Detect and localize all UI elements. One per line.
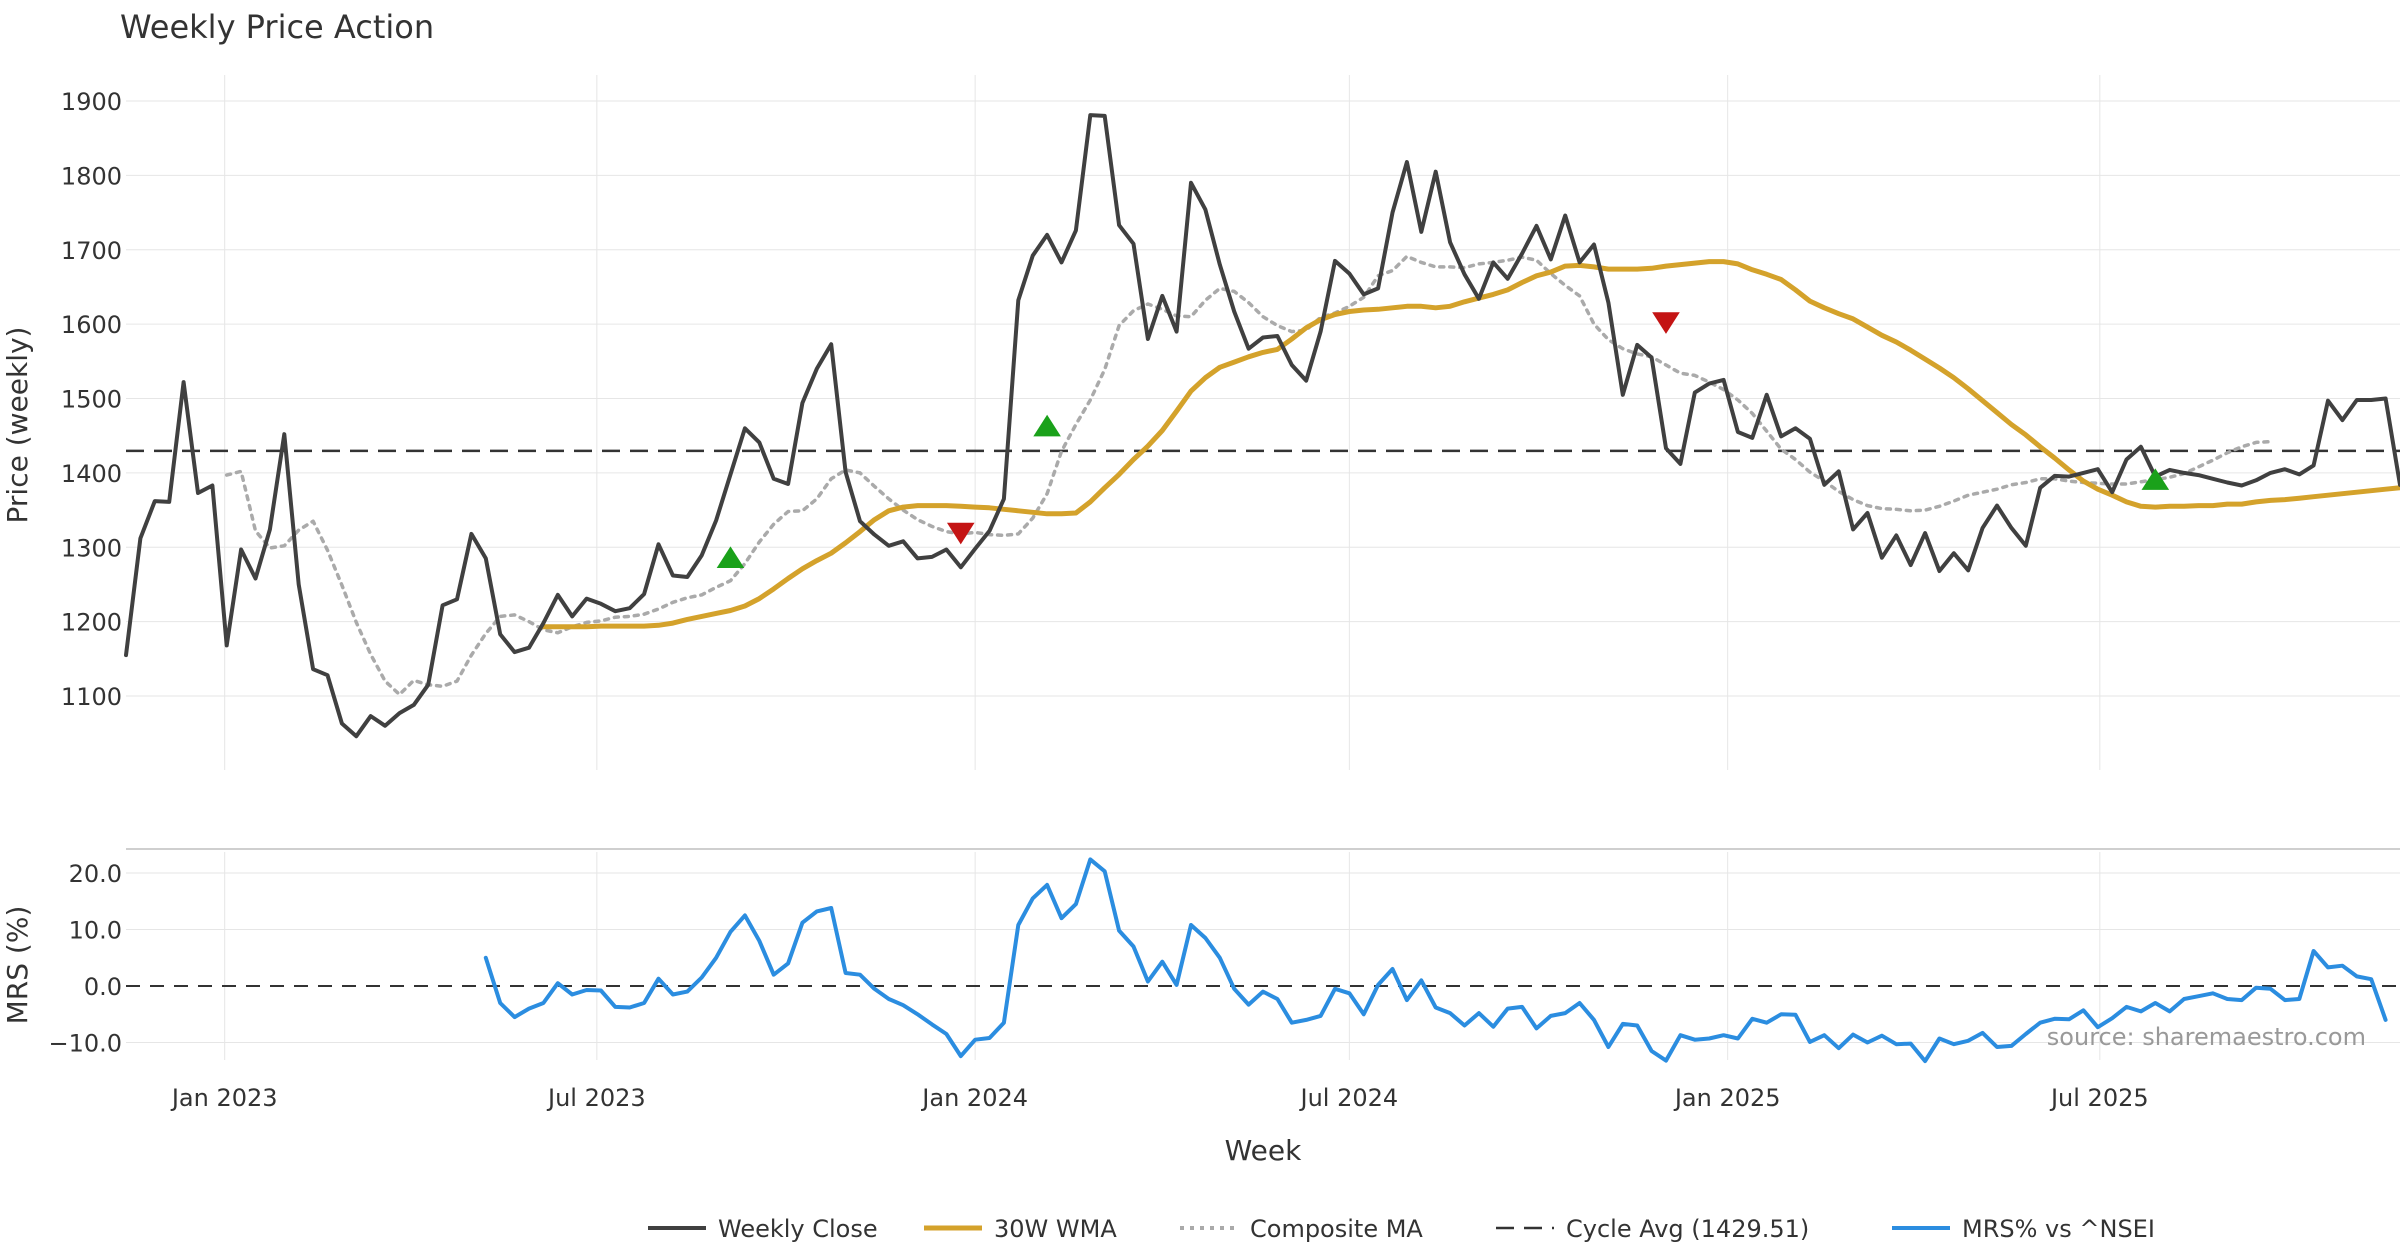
price-y-tick-label: 1100 [61,683,122,711]
price-y-tick-label: 1300 [61,534,122,562]
legend: Weekly Close 30W WMA Composite MA Cycle Avg… [648,1215,2155,1243]
price-y-tick-label: 1500 [61,386,122,414]
legend-label-composite: Composite MA [1250,1215,1423,1243]
x-tick-label: Jul 2023 [546,1084,646,1112]
buy-signal-marker [1033,414,1061,437]
x-ticks: Jan 2023 Jul 2023 Jan 2024 Jul 2024 Jan 2025… [170,1084,2149,1112]
mrs-y-ticks: 20.0 10.0 0.0 −10.0 [48,860,122,1058]
price-y-tick-label: 1800 [61,162,122,190]
buy-signal-marker [716,546,745,569]
mrs-line [483,857,2388,1064]
price-y-tick-label: 1400 [61,460,122,488]
price-gridlines [126,75,2400,770]
wma-30w-line [540,259,2400,630]
x-tick-label: Jul 2024 [1299,1084,1399,1112]
price-y-tick-label: 1600 [61,311,122,339]
x-tick-label: Jan 2023 [170,1084,278,1112]
buy-signal-marker [2141,468,2170,490]
legend-label-mrs: MRS% vs ^NSEI [1962,1215,2155,1243]
series-layer [124,113,2400,1064]
x-axis-label: Week [1225,1134,1302,1167]
price-y-ticks: 1100 1200 1300 1400 1500 1600 1700 1800 1900 [61,88,122,711]
legend-label-close: Weekly Close [718,1215,878,1243]
sell-signal-marker [946,522,975,545]
price-y-tick-label: 1200 [61,609,122,637]
weekly-close-line [124,113,2400,739]
mrs-y-tick-label: 0.0 [84,973,122,1001]
mrs-gridlines [126,852,2400,1060]
price-y-tick-label: 1700 [61,237,122,265]
x-tick-label: Jan 2024 [920,1084,1028,1112]
mrs-y-tick-label: −10.0 [48,1030,122,1058]
legend-label-wma: 30W WMA [994,1215,1117,1243]
sell-signal-marker [1652,312,1680,334]
legend-label-cycle: Cycle Avg (1429.51) [1566,1215,1809,1243]
signal-markers [716,312,2170,569]
source-watermark: source: sharemaestro.com [2047,1023,2366,1051]
price-y-axis-label: Price (weekly) [1,327,34,524]
x-tick-label: Jul 2025 [2049,1084,2149,1112]
composite-ma-line [224,254,2273,697]
chart-title: Weekly Price Action [120,8,434,46]
mrs-y-tick-label: 10.0 [69,917,122,945]
price-y-tick-label: 1900 [61,88,122,116]
x-tick-label: Jan 2025 [1673,1084,1781,1112]
mrs-y-tick-label: 20.0 [69,860,122,888]
mrs-y-axis-label: MRS (%) [1,906,34,1025]
